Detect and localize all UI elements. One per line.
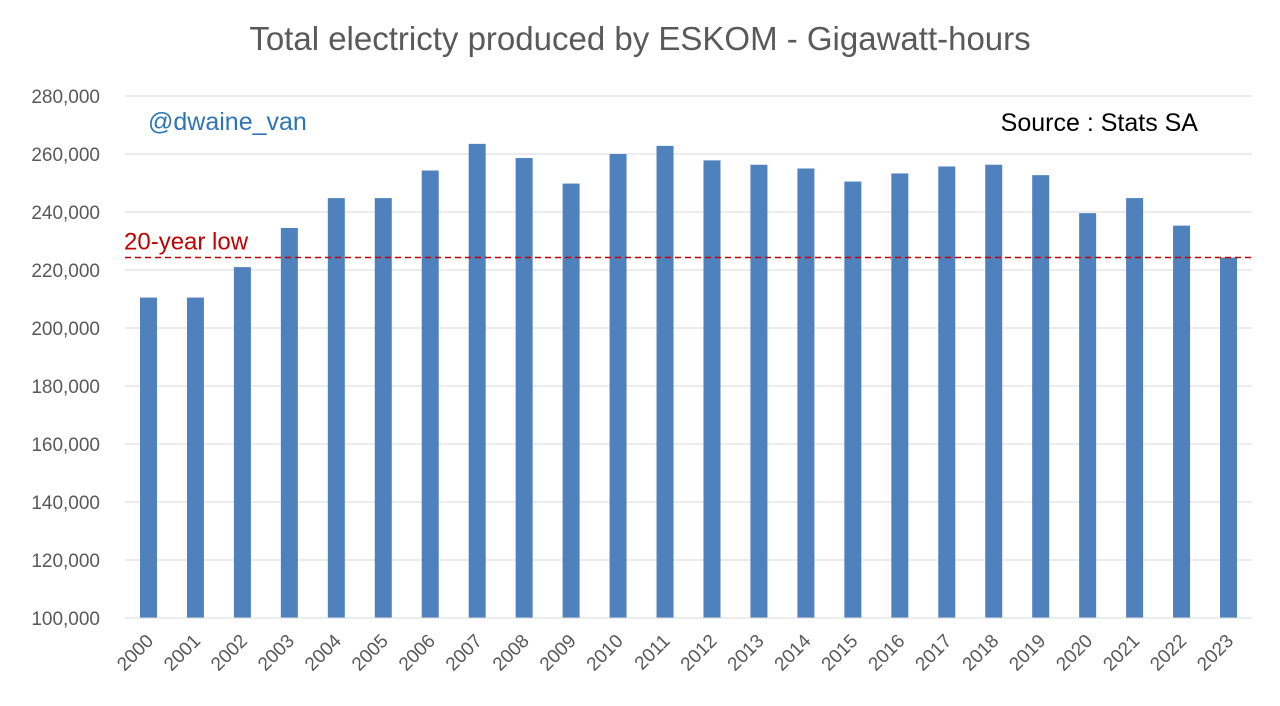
x-tick-label: 2001 [160, 631, 205, 676]
bar [1220, 257, 1238, 618]
chart-title: Total electricty produced by ESKOM - Gig… [249, 20, 1030, 57]
bar [656, 145, 674, 618]
bar [186, 297, 204, 618]
x-tick-label: 2021 [1099, 631, 1144, 676]
bar [515, 158, 533, 618]
x-tick-label: 2002 [207, 631, 252, 676]
bar [891, 173, 909, 618]
x-tick-label: 2006 [395, 631, 440, 676]
x-tick-label: 2017 [912, 631, 957, 676]
y-axis-tick-labels: 100,000 120,000 140,000 160,000 180,000 200,0… [31, 87, 100, 630]
x-tick-label: 2019 [1005, 631, 1050, 676]
bar [750, 164, 768, 619]
bar [468, 143, 486, 618]
x-tick-label: 2012 [677, 631, 722, 676]
y-tick-label: 180,000 [31, 377, 100, 398]
x-tick-label: 2008 [489, 631, 534, 676]
bar [233, 267, 251, 618]
x-tick-label: 2005 [348, 631, 393, 676]
x-tick-label: 2023 [1193, 631, 1238, 676]
x-tick-label: 2022 [1146, 631, 1191, 676]
x-tick-label: 2016 [865, 631, 910, 676]
bar [280, 227, 298, 618]
x-tick-label: 2007 [442, 631, 487, 676]
y-tick-label: 120,000 [31, 551, 100, 572]
x-tick-label: 2011 [631, 631, 675, 675]
x-tick-label: 2020 [1052, 631, 1097, 676]
y-tick-label: 220,000 [31, 261, 100, 282]
bar [797, 168, 815, 618]
y-tick-label: 200,000 [31, 319, 100, 340]
y-tick-label: 280,000 [31, 87, 100, 108]
bar [1079, 213, 1097, 618]
y-tick-label: 140,000 [31, 493, 100, 514]
x-tick-label: 2000 [113, 631, 158, 676]
bar [327, 198, 345, 618]
bars [139, 143, 1238, 619]
x-tick-label: 2009 [536, 631, 581, 676]
source-note: Source : Stats SA [1001, 109, 1199, 137]
bar [938, 166, 956, 618]
author-handle: @dwaine_van [148, 108, 307, 136]
gridlines [125, 95, 1252, 561]
x-tick-label: 2015 [818, 631, 863, 676]
y-tick-label: 160,000 [31, 435, 100, 456]
x-tick-label: 2003 [254, 631, 299, 676]
bar [1173, 225, 1191, 618]
y-tick-label: 260,000 [31, 145, 100, 166]
x-tick-label: 2014 [771, 630, 816, 675]
bar [844, 181, 862, 619]
bar [985, 164, 1003, 619]
bar [1126, 198, 1144, 618]
x-axis-tick-labels: 2000 2001 2002 2003 2004 2005 2006 2007 2008 2009… [113, 630, 1238, 675]
x-tick-label: 2013 [724, 631, 769, 676]
x-tick-label: 2004 [301, 630, 346, 675]
bar [421, 170, 439, 618]
x-tick-label: 2018 [959, 631, 1004, 676]
bar [1032, 175, 1050, 619]
bar [139, 297, 157, 618]
bar [703, 160, 721, 618]
y-tick-label: 240,000 [31, 203, 100, 224]
reference-line-label: 20-year low [124, 229, 249, 256]
bar [374, 198, 392, 618]
y-tick-label: 100,000 [31, 609, 100, 630]
bar [562, 183, 580, 618]
bar [609, 154, 627, 618]
x-tick-label: 2010 [583, 631, 628, 676]
